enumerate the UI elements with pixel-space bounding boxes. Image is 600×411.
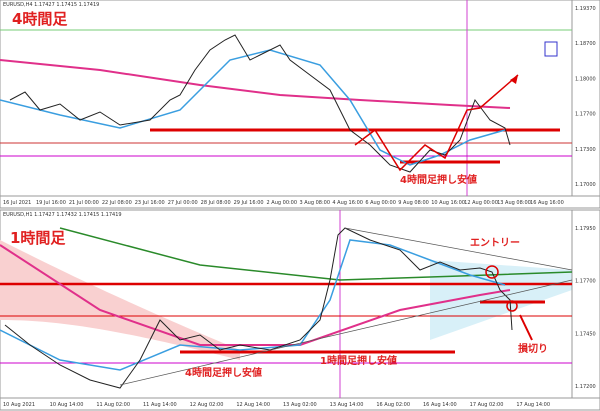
title: 4時間足 <box>12 10 68 28</box>
time-label: 2 Aug 00:00 <box>267 200 298 206</box>
price <box>9 34 511 173</box>
header: EURUSD,H4 1.17427 1.17415 1.17419 <box>3 2 99 8</box>
annotation: 1時間足押し安値 <box>320 354 397 367</box>
time-label: 10 Aug 14:00 <box>50 402 84 408</box>
moving-average <box>0 59 511 109</box>
cloud <box>0 240 240 360</box>
time-label: 6 Aug 00:00 <box>365 200 396 206</box>
time-label: 19 Jul 16:00 <box>36 200 66 206</box>
price-label: 1.18700 <box>575 41 596 47</box>
cloud <box>430 260 572 340</box>
price-label: 1.17300 <box>575 147 596 153</box>
icon <box>544 41 558 57</box>
time-label: 28 Jul 08:00 <box>201 200 231 206</box>
annotation: 損切り <box>518 342 548 355</box>
price-label: 1.19370 <box>575 6 596 12</box>
price-label: 1.17950 <box>575 226 596 232</box>
title: 1時間足 <box>10 229 66 247</box>
top-panel <box>0 0 600 209</box>
price <box>4 227 513 389</box>
time-label: 9 Aug 08:00 <box>398 200 429 206</box>
time-label: 13 Aug 02:00 <box>283 402 317 408</box>
time-label: 17 Aug 14:00 <box>516 402 550 408</box>
price-label: 1.17000 <box>575 182 596 188</box>
time-label: 10 Aug 2021 <box>3 402 35 408</box>
time-label: 29 Jul 16:00 <box>234 200 264 206</box>
moving-average <box>0 239 506 371</box>
time-label: 16 Jul 2021 <box>3 200 31 206</box>
time-label: 12 Aug 02:00 <box>190 402 224 408</box>
price-label: 1.18000 <box>575 76 596 82</box>
time-label: 10 Aug 16:00 <box>431 200 465 206</box>
header: EURUSD,H1 1.17427 1.17432 1.17415 1.1741… <box>3 212 122 218</box>
price-label: 1.17700 <box>575 112 596 118</box>
time-label: 4 Aug 16:00 <box>332 200 363 206</box>
annotation: 4時間足押し安値 <box>400 173 477 186</box>
time-label: 27 Jul 00:00 <box>168 200 198 206</box>
time-label: 16 Aug 02:00 <box>376 402 410 408</box>
entry-marker <box>485 265 499 279</box>
time-label: 22 Jul 08:00 <box>102 200 132 206</box>
time-label: 23 Jul 16:00 <box>135 200 165 206</box>
price-label: 1.17200 <box>575 384 596 390</box>
time-label: 17 Aug 02:00 <box>470 402 504 408</box>
time-label: 11 Aug 02:00 <box>96 402 130 408</box>
trend-line <box>119 279 573 386</box>
trend-line <box>344 227 573 271</box>
arrow-head <box>510 75 518 84</box>
time-label: 3 Aug 08:00 <box>299 200 330 206</box>
time-label: 16 Aug 14:00 <box>423 402 457 408</box>
stop-marker <box>506 300 518 312</box>
time-label: 12 Aug 00:00 <box>464 200 498 206</box>
time-label: 12 Aug 14:00 <box>236 402 270 408</box>
price-label: 1.17700 <box>575 279 596 285</box>
time-label: 11 Aug 14:00 <box>143 402 177 408</box>
annotation: 4時間足押し安値 <box>185 366 262 379</box>
time-label: 16 Aug 16:00 <box>530 200 564 206</box>
time-label: 13 Aug 14:00 <box>330 402 364 408</box>
time-label: 13 Aug 08:00 <box>497 200 531 206</box>
annotation: エントリー <box>470 237 520 249</box>
time-label: 21 Jul 00:00 <box>69 200 99 206</box>
wave-arrow <box>354 74 519 172</box>
arrow <box>519 314 533 341</box>
price-label: 1.17450 <box>575 331 596 337</box>
